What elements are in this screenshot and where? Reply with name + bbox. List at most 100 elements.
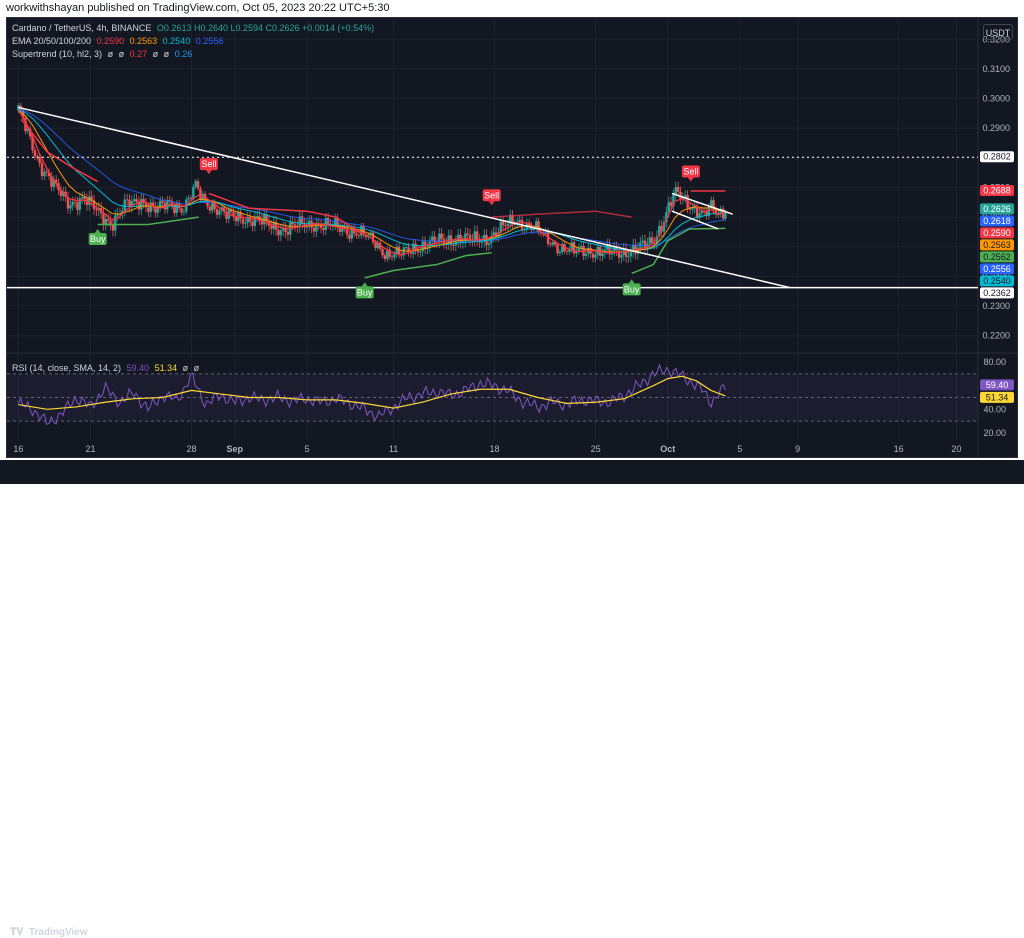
candle-body <box>88 196 91 205</box>
candle-body <box>577 247 581 251</box>
candle-body <box>407 247 410 253</box>
candle-body <box>279 230 283 236</box>
candle-body <box>691 208 694 210</box>
sell-signal-label <box>681 165 700 178</box>
candle-body <box>662 221 666 232</box>
candle-body <box>390 256 394 258</box>
candle-body <box>182 211 186 213</box>
rsi-axis-tick: 20.00 <box>983 428 1006 438</box>
legend-symbol[interactable]: Cardano / TetherUS, 4h, BINANCE <box>12 23 152 33</box>
candle-body <box>234 216 238 222</box>
candle-body <box>487 243 491 246</box>
time-axis-tick: Sep <box>227 444 244 454</box>
tradingview-logo-icon: 𝐓𝐕 <box>10 927 24 938</box>
candle-body <box>116 213 119 216</box>
candle-body <box>170 200 174 206</box>
chart-frame[interactable] <box>6 17 1018 458</box>
candle-body <box>260 219 264 225</box>
candle-body <box>558 251 562 254</box>
candle-body <box>189 197 193 199</box>
candle-body <box>575 250 578 254</box>
candle-body <box>650 237 654 243</box>
candle-body <box>613 247 616 251</box>
price-label-tag <box>980 251 1014 263</box>
price-axis-tick: 0.3000 <box>982 94 1010 104</box>
candle-body <box>676 186 680 192</box>
candle-body <box>584 253 588 256</box>
candle-body <box>59 190 63 197</box>
tradingview-brand: TradingView <box>28 927 88 938</box>
candle-body <box>312 227 316 232</box>
candle-body <box>241 218 245 224</box>
rsi-value-text: 59.40 <box>986 380 1009 390</box>
legend-supertrend-label[interactable]: Supertrend (10, hl2, 3) <box>12 49 103 59</box>
candle-body <box>684 195 687 198</box>
candle-body <box>665 212 668 222</box>
candle-body <box>343 227 346 229</box>
chart-svg[interactable]: BuySellBuySellBuySell0.22000.23000.24000… <box>0 0 1024 460</box>
candle-body <box>258 216 261 220</box>
buy-signal-label <box>88 232 107 245</box>
candle-body <box>655 236 659 244</box>
candle-body <box>130 201 134 207</box>
legend-ema200-value: 0.2556 <box>195 36 224 46</box>
candle-body <box>251 221 254 227</box>
tradingview-logo[interactable]: 𝐓𝐕 TradingView <box>10 927 88 938</box>
candle-body <box>73 201 77 203</box>
candle-body <box>466 233 469 235</box>
candle-body <box>255 216 259 218</box>
candle-body <box>402 247 406 256</box>
price-label-text: 0.2626 <box>983 204 1011 214</box>
time-axis-tick: Oct <box>660 444 675 454</box>
candle-body <box>338 227 342 232</box>
candle-body <box>509 214 512 224</box>
time-axis-tick: 21 <box>85 444 95 454</box>
candle-body <box>38 157 41 164</box>
candle-body <box>348 234 351 239</box>
candle-body <box>648 237 651 244</box>
candle-body <box>159 200 162 208</box>
candle-body <box>707 206 711 216</box>
supertrend-down-line <box>491 210 632 218</box>
candle-body <box>43 171 46 177</box>
candle-body <box>66 196 70 209</box>
candle-body <box>92 200 96 209</box>
candle-body <box>248 216 252 222</box>
supertrend-up-line <box>631 227 726 275</box>
candle-body <box>672 194 675 207</box>
candle-body <box>721 208 725 219</box>
legend-supertrend-value: 0.26 <box>174 49 193 59</box>
candle-body <box>447 235 450 245</box>
candle-body <box>629 252 633 257</box>
candle-body <box>504 225 507 227</box>
candle-body <box>211 202 214 211</box>
candle-body <box>388 249 391 257</box>
currency-button[interactable]: USDT <box>983 24 1013 40</box>
time-axis-tick: 5 <box>304 444 309 454</box>
sell-signal-text: Sell <box>683 167 698 177</box>
candle-body <box>263 214 266 225</box>
candle-body <box>419 251 422 253</box>
candle-body <box>499 221 502 233</box>
candle-body <box>658 225 661 237</box>
legend-rsi-label[interactable]: RSI (14, close, SMA, 14, 2) <box>12 363 122 373</box>
ema20-line <box>17 110 726 256</box>
candle-body <box>480 241 484 243</box>
candle-body <box>381 248 384 256</box>
price-label-tag <box>980 275 1014 287</box>
candle-body <box>553 242 557 245</box>
candle-body <box>594 254 597 258</box>
legend-ema-label[interactable]: EMA 20/50/100/200 <box>12 36 92 46</box>
candle-body <box>617 250 621 258</box>
candle-body <box>710 200 713 207</box>
supertrend-down-line <box>20 118 99 183</box>
candle-body <box>151 202 155 207</box>
candle-body <box>501 221 505 226</box>
candle-body <box>416 250 420 253</box>
candle-body <box>33 149 37 157</box>
time-axis-tick: 9 <box>795 444 800 454</box>
candle-body <box>78 198 82 210</box>
sell-signal-label <box>199 158 218 171</box>
candle-body <box>322 227 325 230</box>
price-label-tag <box>980 185 1014 197</box>
